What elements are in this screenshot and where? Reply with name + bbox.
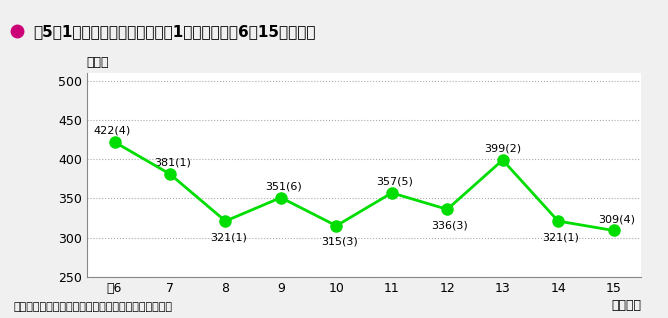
- Text: 351(6): 351(6): [265, 181, 302, 191]
- Text: 321(1): 321(1): [210, 232, 246, 242]
- Text: 381(1): 381(1): [154, 158, 191, 168]
- Text: 357(5): 357(5): [376, 176, 413, 187]
- Text: 336(3): 336(3): [432, 220, 468, 230]
- Text: 図5－1　死傷者数の推移〔休業1日以上（平成6～15年度）〕: 図5－1 死傷者数の推移〔休業1日以上（平成6～15年度）〕: [33, 24, 316, 39]
- Text: （人）: （人）: [87, 56, 110, 69]
- Text: （注）　（　）内の人数は、死亡者数で内数である。: （注） （ ）内の人数は、死亡者数で内数である。: [13, 302, 172, 312]
- Text: 315(3): 315(3): [321, 237, 357, 247]
- Text: 321(1): 321(1): [542, 232, 579, 242]
- Text: 309(4): 309(4): [598, 214, 635, 224]
- Text: 422(4): 422(4): [93, 126, 130, 136]
- Text: （年度）: （年度）: [611, 299, 641, 312]
- Text: 399(2): 399(2): [484, 144, 521, 154]
